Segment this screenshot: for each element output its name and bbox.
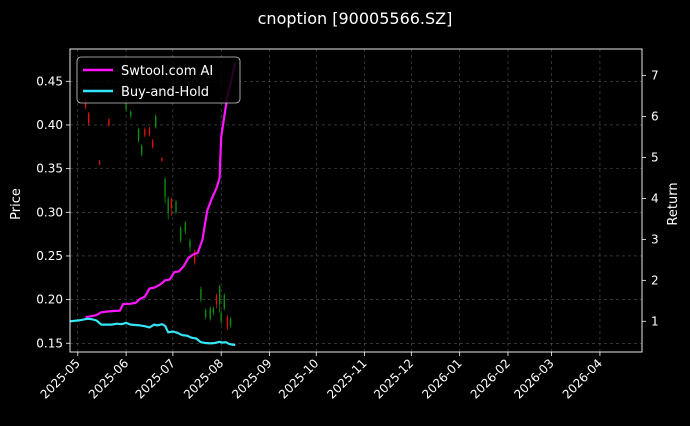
legend-box bbox=[76, 56, 241, 104]
series-lines bbox=[69, 62, 237, 347]
y-left-tick-label: 0.30 bbox=[36, 205, 63, 219]
series-line-buy-and-hold bbox=[69, 317, 236, 347]
plot-frame bbox=[69, 48, 643, 353]
x-tick-label: 2025-10 bbox=[276, 356, 321, 401]
chart-title: cnoption [90005566.SZ] bbox=[258, 9, 453, 28]
candle-body bbox=[223, 295, 225, 309]
candle-body bbox=[130, 111, 132, 117]
y-right-tick-label: 6 bbox=[651, 110, 659, 124]
x-tick-label: 2026-04 bbox=[560, 356, 605, 401]
candle-body bbox=[144, 129, 146, 136]
y-left-tick-label: 0.40 bbox=[36, 118, 63, 132]
candle-body bbox=[229, 318, 232, 326]
candle-body bbox=[125, 100, 127, 110]
legend-label: Buy-and-Hold bbox=[121, 85, 209, 100]
y-right-tick-label: 2 bbox=[651, 273, 659, 287]
y-axis-label-right: Return bbox=[666, 182, 681, 225]
candle-body bbox=[220, 312, 222, 322]
x-tick-label: 2025-06 bbox=[86, 356, 131, 401]
y-right-tick-label: 3 bbox=[651, 232, 659, 246]
candle-body bbox=[209, 308, 211, 319]
candle-body bbox=[200, 289, 202, 300]
y-right-tick-label: 7 bbox=[651, 69, 659, 83]
x-tick-label: 2026-02 bbox=[468, 356, 513, 401]
candle-body bbox=[161, 158, 163, 161]
candle-body bbox=[151, 140, 154, 147]
y-right-tick-label: 1 bbox=[651, 314, 659, 328]
x-tick-label: 2026-01 bbox=[419, 356, 464, 401]
y-right-tick-label: 5 bbox=[651, 151, 659, 165]
candle-body bbox=[212, 308, 215, 313]
y-left-tick-label: 0.15 bbox=[36, 336, 63, 350]
x-tick-label: 2025-05 bbox=[38, 356, 83, 401]
candle-body bbox=[204, 310, 207, 318]
candle-body bbox=[148, 128, 151, 135]
candle-body bbox=[167, 199, 169, 213]
candle-body bbox=[108, 119, 110, 125]
y-axis-label-left: Price bbox=[9, 188, 24, 220]
legend-label: Swtool.com AI bbox=[121, 64, 213, 79]
x-tick-label: 2025-11 bbox=[324, 356, 369, 401]
candle-body bbox=[218, 286, 221, 304]
y-left-tick-label: 0.35 bbox=[36, 162, 63, 176]
candle-body bbox=[137, 129, 140, 141]
y-left-tick-label: 0.45 bbox=[36, 74, 63, 88]
x-tick-label: 2025-07 bbox=[133, 356, 178, 401]
candle-body bbox=[215, 295, 218, 304]
x-tick-label: 2025-09 bbox=[229, 356, 274, 401]
candle-body bbox=[98, 161, 101, 165]
series-line-swtool-ai bbox=[85, 62, 237, 319]
candle-body bbox=[189, 240, 191, 248]
candle-body bbox=[88, 113, 90, 124]
candle-body bbox=[170, 199, 173, 208]
y-right-tick-label: 4 bbox=[651, 191, 659, 205]
y-left-tick-label: 0.20 bbox=[36, 293, 63, 307]
candle-body bbox=[140, 145, 143, 155]
candle-body bbox=[175, 201, 177, 213]
candle-body bbox=[193, 251, 196, 263]
candle-body bbox=[155, 116, 157, 127]
legend: Swtool.com AI Buy-and-Hold bbox=[76, 56, 241, 104]
candle-body bbox=[226, 317, 229, 328]
x-tick-label: 2026-03 bbox=[511, 356, 556, 401]
candle-body bbox=[164, 179, 166, 197]
candle-body bbox=[184, 222, 187, 232]
y-left-tick-label: 0.25 bbox=[36, 249, 63, 263]
candle-body bbox=[179, 228, 182, 241]
x-tick-label: 2025-12 bbox=[371, 356, 416, 401]
x-tick-label: 2025-08 bbox=[181, 356, 226, 401]
